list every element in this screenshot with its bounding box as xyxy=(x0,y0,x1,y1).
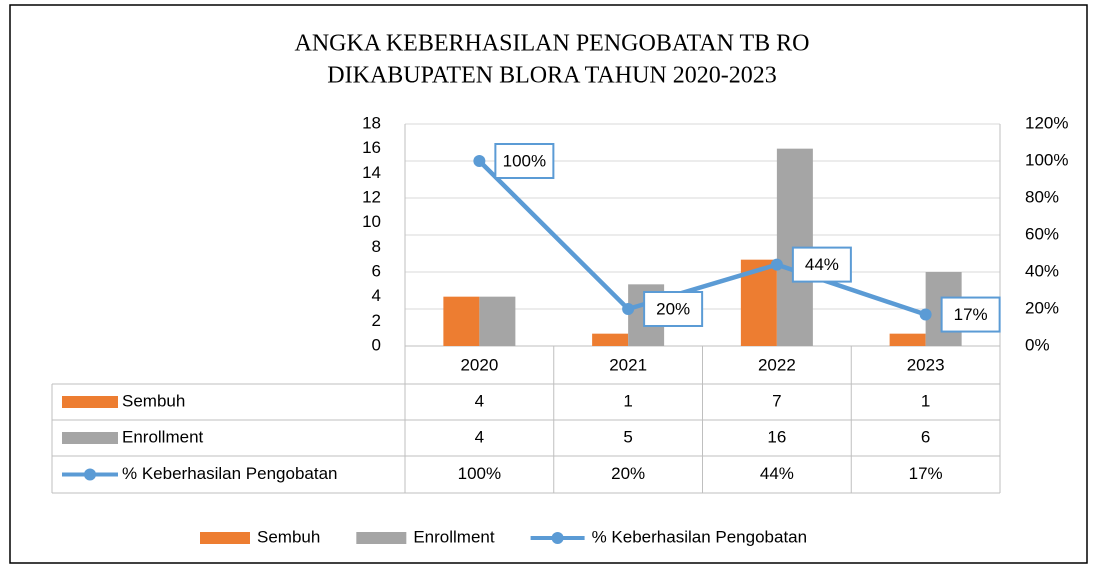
chart-title: DIKABUPATEN BLORA TAHUN 2020-2023 xyxy=(327,63,776,89)
legend-key xyxy=(62,432,118,444)
x-tick-label: 2023 xyxy=(907,355,945,374)
line xyxy=(477,159,927,317)
legend-key xyxy=(200,532,250,544)
y2-tick-label: 40% xyxy=(1025,261,1059,280)
table-cell: 1 xyxy=(921,391,930,410)
y2-tick-label: 100% xyxy=(1025,150,1068,169)
marker xyxy=(770,258,783,271)
legend-key xyxy=(84,468,96,481)
marker xyxy=(473,155,486,167)
y2-tick-label: 0% xyxy=(1025,335,1050,354)
data-label-box xyxy=(643,291,704,327)
data-label-box xyxy=(494,143,555,179)
table-row-label: % Keberhasilan Pengobatan xyxy=(122,464,338,483)
legend-key xyxy=(62,396,118,408)
table-row-label: Enrollment xyxy=(122,427,204,446)
y2-tick-label: 20% xyxy=(1025,298,1059,317)
table-cell: 100% xyxy=(458,464,501,483)
data-label: 100% xyxy=(503,151,546,170)
bar xyxy=(592,333,629,346)
y-tick-label: 2 xyxy=(372,311,381,330)
y-tick-label: 6 xyxy=(372,261,381,280)
x-tick-label: 2022 xyxy=(758,355,796,374)
table-cell: 44% xyxy=(760,464,794,483)
y2-tick-label: 60% xyxy=(1025,224,1059,243)
table-row-label: Sembuh xyxy=(122,391,185,410)
legend-label: Sembuh xyxy=(257,527,320,546)
data-label: 20% xyxy=(656,299,690,318)
legend-key xyxy=(551,532,564,544)
y-tick-label: 4 xyxy=(372,286,381,305)
table-cell: 17% xyxy=(909,464,943,483)
y-tick-label: 18 xyxy=(362,113,381,132)
y-tick-label: 10 xyxy=(362,212,381,231)
y2-tick-label: 80% xyxy=(1025,187,1059,206)
y-tick-label: 14 xyxy=(362,163,381,182)
y-tick-label: 12 xyxy=(362,187,381,206)
y-tick-label: 16 xyxy=(362,138,381,157)
legend-label: % Keberhasilan Pengobatan xyxy=(592,527,808,546)
table-cell: 4 xyxy=(475,391,484,410)
data-label-box xyxy=(940,296,1001,333)
y2-tick-label: 120% xyxy=(1025,113,1068,132)
table-cell: 5 xyxy=(623,427,632,446)
table-cell: 4 xyxy=(475,427,484,446)
data-label-box xyxy=(791,246,852,283)
marker xyxy=(919,308,932,321)
y-tick-label: 8 xyxy=(372,237,381,256)
table-cell: 7 xyxy=(772,391,781,410)
chart-title: ANGKA KEBERHASILAN PENGOBATAN TB RO xyxy=(295,31,810,57)
legend-label: Enrollment xyxy=(413,527,495,546)
x-tick-label: 2021 xyxy=(609,355,647,374)
bar xyxy=(479,296,516,346)
bar xyxy=(443,296,480,346)
table-cell: 20% xyxy=(611,464,645,483)
data-label: 17% xyxy=(954,305,988,324)
x-tick-label: 2020 xyxy=(460,355,498,374)
chart-frame xyxy=(9,4,1088,564)
data-label: 44% xyxy=(805,255,839,274)
table-cell: 6 xyxy=(921,427,930,446)
bar xyxy=(889,333,926,346)
legend-key xyxy=(356,532,407,544)
y-tick-label: 0 xyxy=(372,335,381,354)
table-cell: 1 xyxy=(623,391,632,410)
marker xyxy=(622,303,635,315)
table-cell: 16 xyxy=(767,427,786,446)
